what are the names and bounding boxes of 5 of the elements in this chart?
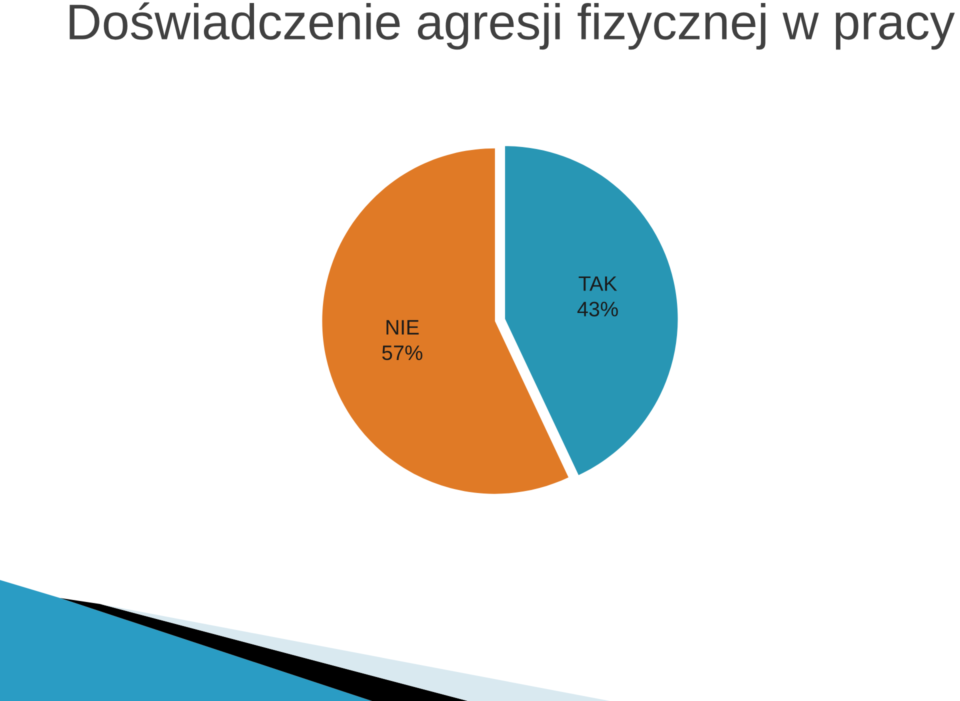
chart-title: Doświadczenie agresji fizycznej w pracy: [70, 2, 955, 50]
slice-label: TAK: [578, 276, 618, 291]
data-label: 57%: [382, 346, 422, 360]
slice-label: NIE: [386, 320, 419, 335]
data-label: 43%: [577, 302, 618, 316]
